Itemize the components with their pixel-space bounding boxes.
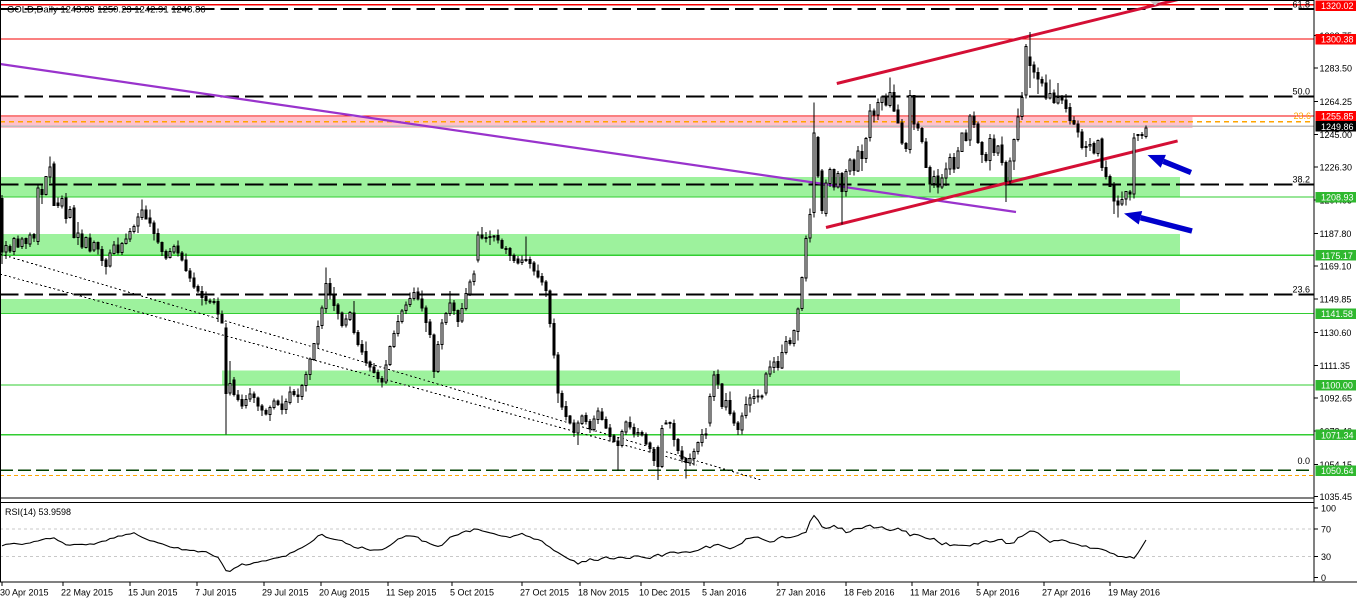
svg-text:1255.85: 1255.85 xyxy=(1321,112,1354,122)
svg-text:GOLD,Daily 1243.83 1250.23 12: GOLD,Daily 1243.83 1250.23 1242.91 1248.… xyxy=(7,5,206,16)
svg-text:27 Oct 2015: 27 Oct 2015 xyxy=(520,588,569,598)
svg-text:11 Mar 2016: 11 Mar 2016 xyxy=(910,588,960,598)
svg-text:1071.34: 1071.34 xyxy=(1321,430,1354,440)
svg-text:7 Jul 2015: 7 Jul 2015 xyxy=(195,588,237,598)
svg-text:38.2: 38.2 xyxy=(1292,175,1310,185)
svg-text:1300.38: 1300.38 xyxy=(1321,35,1354,45)
svg-text:27 Apr 2016: 27 Apr 2016 xyxy=(1042,588,1091,598)
svg-text:18 Nov 2015: 18 Nov 2015 xyxy=(578,588,629,598)
svg-text:1054.15: 1054.15 xyxy=(1320,460,1353,470)
svg-text:19 May 2016: 19 May 2016 xyxy=(1108,588,1160,598)
svg-text:61.8: 61.8 xyxy=(1292,0,1310,10)
svg-text:100: 100 xyxy=(1321,504,1336,514)
svg-text:20 Aug 2015: 20 Aug 2015 xyxy=(319,588,370,598)
svg-text:1169.10: 1169.10 xyxy=(1320,261,1352,271)
svg-text:5 Apr 2016: 5 Apr 2016 xyxy=(976,588,1020,598)
svg-text:1245.00: 1245.00 xyxy=(1320,130,1353,140)
svg-text:1320.02: 1320.02 xyxy=(1321,1,1354,11)
svg-text:1264.25: 1264.25 xyxy=(1320,97,1353,107)
svg-text:1111.35: 1111.35 xyxy=(1320,361,1351,371)
svg-text:1226.30: 1226.30 xyxy=(1320,162,1353,172)
svg-text:30: 30 xyxy=(1321,552,1331,562)
svg-text:50.0: 50.0 xyxy=(1292,87,1310,97)
svg-text:0: 0 xyxy=(1321,573,1326,583)
svg-text:1050.64: 1050.64 xyxy=(1321,466,1354,476)
svg-text:15 Jun 2015: 15 Jun 2015 xyxy=(128,588,178,598)
svg-text:30 Apr 2015: 30 Apr 2015 xyxy=(0,588,49,598)
svg-text:18 Feb 2016: 18 Feb 2016 xyxy=(844,588,895,598)
svg-text:70: 70 xyxy=(1321,524,1331,534)
svg-text:23.6: 23.6 xyxy=(1293,111,1311,121)
svg-text:1187.80: 1187.80 xyxy=(1320,229,1352,239)
svg-text:1149.85: 1149.85 xyxy=(1320,295,1352,305)
svg-text:27 Jan 2016: 27 Jan 2016 xyxy=(776,588,826,598)
svg-text:1100.00: 1100.00 xyxy=(1321,381,1353,391)
svg-text:5 Jan 2016: 5 Jan 2016 xyxy=(702,588,747,598)
svg-text:23.6: 23.6 xyxy=(1292,285,1310,295)
svg-text:1130.60: 1130.60 xyxy=(1320,328,1352,338)
svg-text:29 Jul 2015: 29 Jul 2015 xyxy=(262,588,309,598)
svg-text:1249.86: 1249.86 xyxy=(1321,122,1354,132)
svg-text:0.0: 0.0 xyxy=(1297,456,1310,466)
svg-text:1092.65: 1092.65 xyxy=(1320,393,1353,403)
svg-text:1035.45: 1035.45 xyxy=(1320,492,1353,502)
svg-text:11 Sep 2015: 11 Sep 2015 xyxy=(386,588,436,598)
svg-text:10 Dec 2015: 10 Dec 2015 xyxy=(639,588,690,598)
svg-text:5 Oct 2015: 5 Oct 2015 xyxy=(450,588,494,598)
svg-text:1283.50: 1283.50 xyxy=(1320,64,1353,74)
svg-text:1141.58: 1141.58 xyxy=(1321,309,1353,319)
svg-text:RSI(14) 53.9598: RSI(14) 53.9598 xyxy=(5,507,71,517)
svg-text:1208.93: 1208.93 xyxy=(1321,193,1354,203)
svg-text:1175.17: 1175.17 xyxy=(1321,251,1353,261)
svg-text:22 May 2015: 22 May 2015 xyxy=(61,588,113,598)
